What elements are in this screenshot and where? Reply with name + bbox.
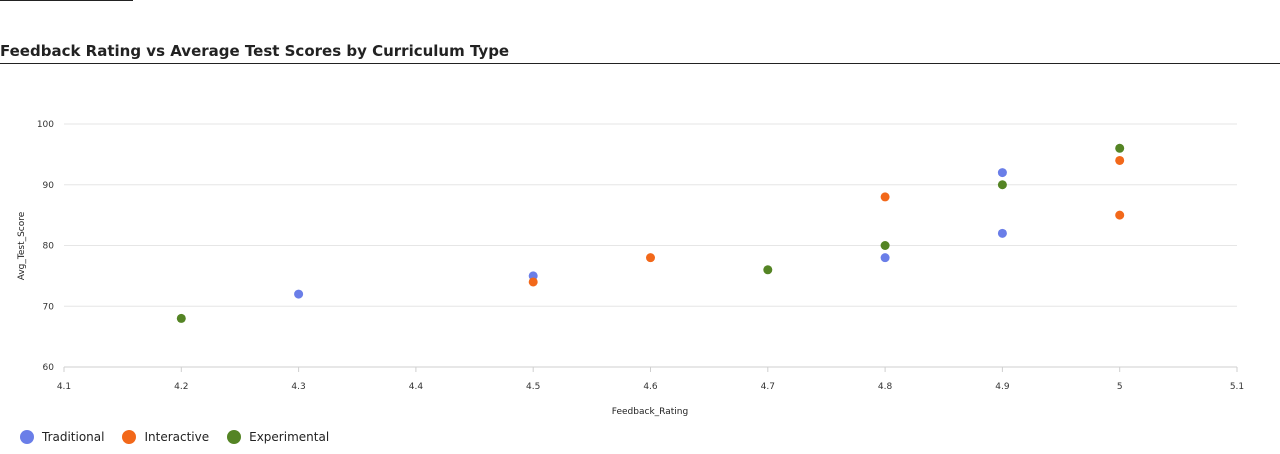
x-tick-label: 4.8 bbox=[878, 382, 893, 392]
top-divider bbox=[0, 0, 133, 1]
y-tick-label: 70 bbox=[43, 302, 55, 312]
legend-label: Traditional bbox=[42, 430, 105, 444]
x-tick-label: 4.7 bbox=[761, 382, 775, 392]
grid-lines bbox=[64, 123, 1237, 368]
x-tick-label: 5.1 bbox=[1230, 382, 1244, 392]
x-tick-labels: 4.1 4.2 4.3 4.4 4.5 4.6 4.7 4.8 4.9 5 5.1 bbox=[57, 367, 1244, 392]
x-tick-label: 4.3 bbox=[291, 382, 305, 392]
chart-title: Feedback Rating vs Average Test Scores b… bbox=[0, 42, 510, 60]
data-point-experimental[interactable] bbox=[176, 313, 186, 323]
data-point-experimental[interactable] bbox=[880, 241, 890, 250]
data-point-traditional[interactable] bbox=[880, 253, 890, 263]
x-tick-label: 5 bbox=[1117, 382, 1123, 392]
y-tick-label: 80 bbox=[43, 242, 55, 252]
x-tick-label: 4.5 bbox=[526, 382, 540, 392]
data-point-experimental[interactable] bbox=[997, 180, 1007, 190]
data-point-experimental[interactable] bbox=[763, 265, 773, 275]
x-tick-label: 4.1 bbox=[57, 382, 71, 392]
data-point-traditional[interactable] bbox=[294, 289, 304, 299]
data-point-interactive[interactable] bbox=[1115, 155, 1125, 165]
y-axis-label: Avg_Test_Score bbox=[17, 211, 27, 280]
data-point-traditional[interactable] bbox=[997, 228, 1007, 238]
y-tick-labels: 60 70 80 90 100 bbox=[37, 120, 54, 373]
data-points bbox=[176, 143, 1125, 323]
legend-item-interactive[interactable]: Interactive bbox=[122, 430, 209, 444]
data-point-experimental[interactable] bbox=[1115, 143, 1125, 153]
legend-label: Interactive bbox=[144, 430, 210, 444]
legend-label: Experimental bbox=[249, 430, 330, 444]
data-point-traditional[interactable] bbox=[997, 168, 1007, 178]
x-tick-label: 4.6 bbox=[643, 382, 658, 392]
legend-marker-icon bbox=[227, 430, 242, 444]
y-tick-label: 90 bbox=[43, 181, 55, 191]
legend: Traditional Interactive Experimental bbox=[20, 430, 329, 444]
x-tick-label: 4.4 bbox=[409, 382, 424, 392]
x-tick-label: 4.2 bbox=[174, 382, 188, 392]
data-point-interactive[interactable] bbox=[528, 277, 538, 287]
y-tick-label: 100 bbox=[37, 120, 54, 130]
x-tick-label: 4.9 bbox=[995, 382, 1010, 392]
x-axis-label: Feedback_Rating bbox=[612, 407, 688, 417]
data-point-interactive[interactable] bbox=[646, 253, 655, 263]
y-tick-label: 60 bbox=[43, 363, 55, 373]
legend-item-traditional[interactable]: Traditional bbox=[20, 430, 104, 444]
legend-marker-icon bbox=[122, 430, 137, 444]
data-point-interactive[interactable] bbox=[1115, 210, 1125, 220]
data-point-interactive[interactable] bbox=[880, 192, 890, 202]
title-divider bbox=[0, 63, 1280, 64]
legend-marker-icon bbox=[20, 430, 34, 444]
legend-item-experimental[interactable]: Experimental bbox=[227, 430, 329, 444]
